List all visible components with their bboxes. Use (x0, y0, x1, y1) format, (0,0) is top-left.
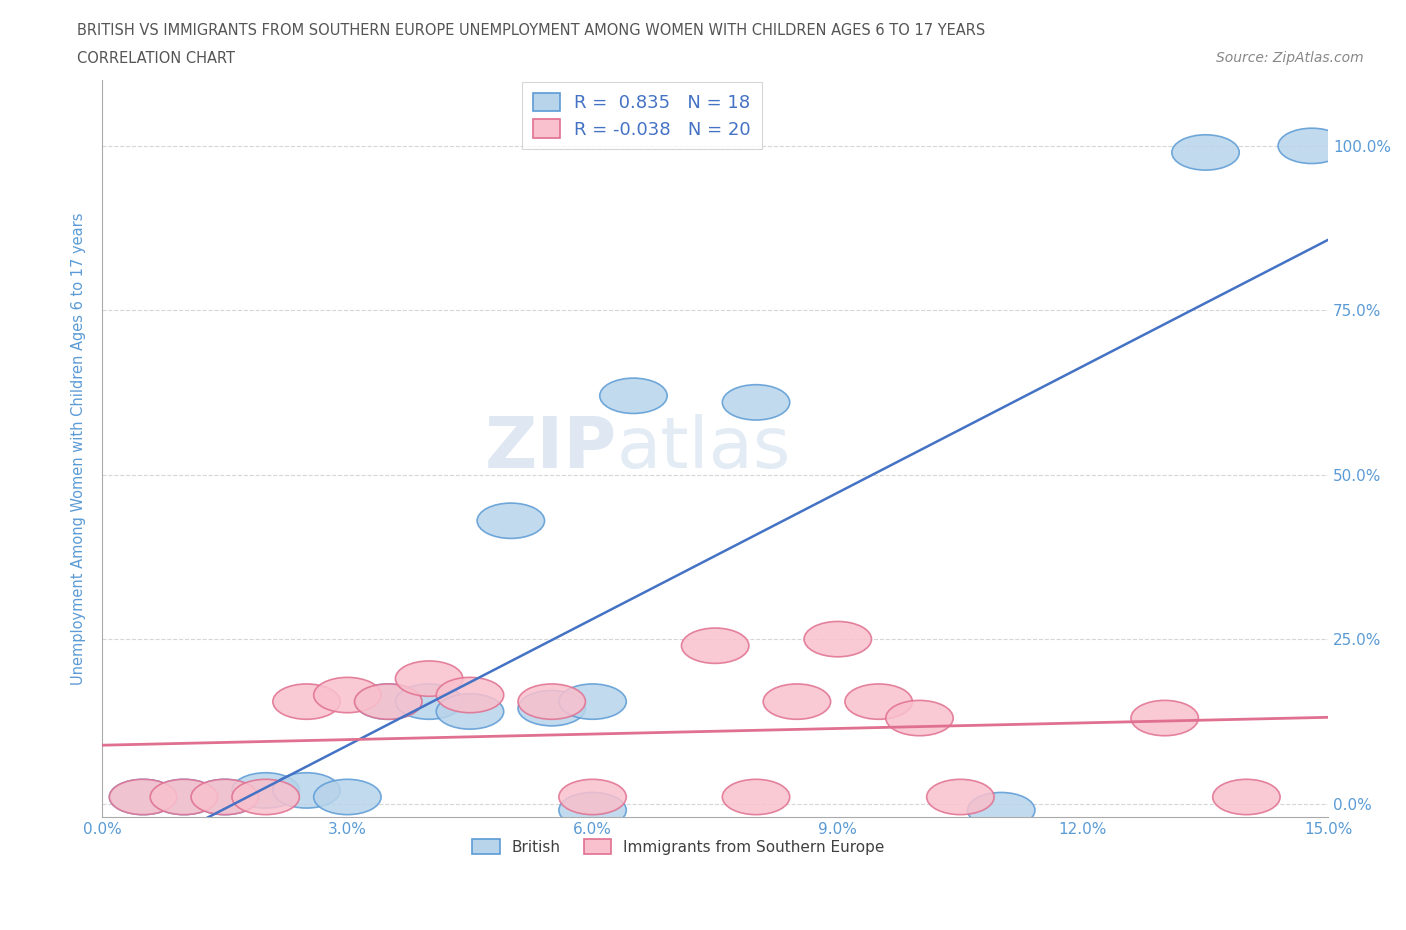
Ellipse shape (150, 779, 218, 815)
Ellipse shape (1213, 779, 1279, 815)
Ellipse shape (723, 385, 790, 420)
Ellipse shape (1278, 128, 1346, 164)
Text: CORRELATION CHART: CORRELATION CHART (77, 51, 235, 66)
Ellipse shape (845, 684, 912, 719)
Ellipse shape (886, 700, 953, 736)
Ellipse shape (600, 379, 668, 414)
Text: ZIP: ZIP (485, 414, 617, 483)
Ellipse shape (232, 779, 299, 815)
Ellipse shape (763, 684, 831, 719)
Legend: British, Immigrants from Southern Europe: British, Immigrants from Southern Europe (465, 832, 891, 860)
Ellipse shape (314, 677, 381, 712)
Ellipse shape (395, 684, 463, 719)
Ellipse shape (927, 779, 994, 815)
Ellipse shape (354, 684, 422, 719)
Ellipse shape (436, 677, 503, 712)
Ellipse shape (682, 628, 749, 663)
Ellipse shape (477, 503, 544, 538)
Ellipse shape (436, 694, 503, 729)
Y-axis label: Unemployment Among Women with Children Ages 6 to 17 years: Unemployment Among Women with Children A… (72, 212, 86, 684)
Ellipse shape (110, 779, 177, 815)
Ellipse shape (558, 792, 626, 828)
Ellipse shape (517, 690, 585, 726)
Ellipse shape (191, 779, 259, 815)
Ellipse shape (273, 684, 340, 719)
Ellipse shape (150, 779, 218, 815)
Ellipse shape (314, 779, 381, 815)
Ellipse shape (395, 661, 463, 697)
Ellipse shape (558, 779, 626, 815)
Ellipse shape (232, 773, 299, 808)
Ellipse shape (273, 773, 340, 808)
Ellipse shape (1171, 135, 1239, 170)
Ellipse shape (804, 621, 872, 657)
Text: atlas: atlas (617, 414, 792, 483)
Text: BRITISH VS IMMIGRANTS FROM SOUTHERN EUROPE UNEMPLOYMENT AMONG WOMEN WITH CHILDRE: BRITISH VS IMMIGRANTS FROM SOUTHERN EURO… (77, 23, 986, 38)
Ellipse shape (110, 779, 177, 815)
Ellipse shape (191, 779, 259, 815)
Ellipse shape (723, 779, 790, 815)
Text: Source: ZipAtlas.com: Source: ZipAtlas.com (1216, 51, 1364, 65)
Ellipse shape (517, 684, 585, 719)
Ellipse shape (558, 684, 626, 719)
Ellipse shape (354, 684, 422, 719)
Ellipse shape (967, 792, 1035, 828)
Ellipse shape (1130, 700, 1198, 736)
